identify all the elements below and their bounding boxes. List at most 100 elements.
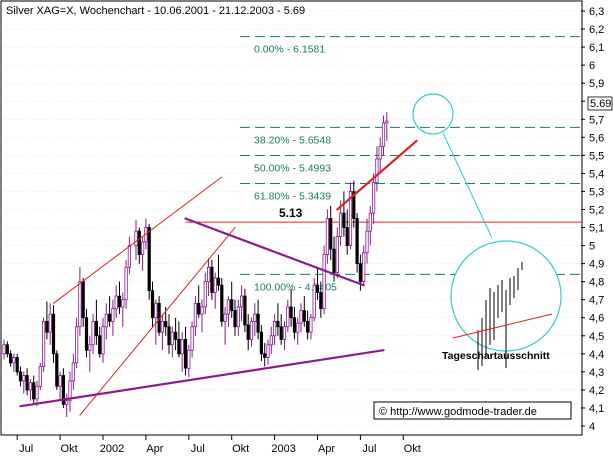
daily-inset — [450, 240, 562, 370]
candle-body — [55, 353, 59, 387]
candle-body — [32, 382, 36, 400]
candle-body — [233, 310, 237, 328]
candle-body — [150, 290, 155, 319]
candle-body — [101, 326, 105, 355]
fib-layer: 0.00% - 6.1581 38.20% - 5.6548 50.00% - 5.… — [240, 36, 581, 293]
candle-body — [38, 366, 42, 387]
y-tick-label: 4,3 — [589, 367, 604, 379]
x-tick-label: Jul — [19, 443, 33, 455]
trend-layer — [19, 139, 418, 416]
y-tick-label: 4,6 — [589, 313, 604, 325]
x-axis: Jul Okt 2002 Apr Jul Okt 2003 Apr Jul Okt — [16, 435, 421, 455]
candle-body — [236, 306, 240, 328]
candle-body — [173, 331, 178, 340]
y-tick-label: 6,1 — [589, 42, 604, 54]
candle-body — [355, 218, 359, 265]
trend-line-channel-upper — [53, 176, 223, 304]
y-tick-label: 5,2 — [589, 204, 604, 216]
candle-body — [111, 308, 115, 322]
candle-body — [358, 263, 363, 283]
candle-body — [91, 320, 95, 346]
candle-body — [381, 122, 386, 147]
y-tick-label: 5,7 — [589, 114, 604, 126]
trend-line-triangle-upper — [184, 217, 365, 287]
candle-body — [292, 317, 297, 333]
candle-body — [140, 241, 145, 255]
candle-body — [15, 357, 19, 373]
x-tick-label: 2003 — [271, 443, 295, 455]
candle-body — [94, 320, 98, 337]
trend-line-channel-lower — [79, 227, 236, 416]
candle-body — [223, 313, 227, 322]
candle-body — [137, 230, 141, 255]
y-tick-label: 4,5 — [589, 331, 604, 343]
candle-body — [177, 338, 181, 355]
candle-body — [88, 344, 92, 351]
current-price-marker: 5.69 — [587, 96, 613, 111]
candle-body — [276, 320, 280, 328]
y-tick-label: 4,2 — [589, 385, 604, 397]
candle-body — [269, 335, 273, 346]
candle-body — [259, 331, 264, 355]
x-tick-label: Apr — [146, 443, 163, 455]
candle-body — [147, 227, 151, 292]
candle-body — [319, 292, 323, 310]
candle-body — [134, 230, 138, 246]
fib-level-label: 0.00% - 6.1581 — [254, 44, 325, 56]
candle-body — [348, 191, 353, 246]
candle-body — [246, 324, 250, 340]
candle-body — [239, 295, 244, 308]
candle-body — [249, 320, 254, 340]
current-price-box — [587, 96, 613, 111]
candle-body — [220, 284, 224, 322]
candle-body — [58, 375, 62, 387]
candle-body — [230, 299, 234, 311]
candle-body — [216, 277, 221, 286]
candle-body — [329, 218, 333, 250]
candle-body — [78, 281, 82, 328]
candle-body — [362, 252, 366, 283]
candle-body — [309, 317, 313, 333]
y-tick-label: 4 — [589, 421, 595, 433]
candle-body — [325, 218, 330, 255]
chart-title: Silver XAG=X, Wochenchart - 10.06.2001 -… — [6, 5, 305, 17]
candle-body — [108, 313, 112, 322]
candle-body — [213, 277, 217, 293]
candle-body — [266, 344, 270, 358]
candle-body — [84, 317, 89, 351]
y-tick-label: 4,4 — [589, 349, 604, 361]
candle-body — [375, 158, 379, 183]
candle-body — [51, 313, 56, 355]
candle-body — [25, 375, 29, 391]
candle-body — [5, 344, 9, 355]
y-tick-label: 5,3 — [589, 186, 604, 198]
candle-body — [296, 322, 300, 333]
y-tick-label: 6,2 — [589, 24, 604, 36]
copyright-box — [373, 401, 572, 420]
candle-body — [282, 326, 287, 340]
candle-body — [71, 362, 75, 382]
candle-body — [81, 281, 85, 319]
inset-connector-line — [442, 132, 493, 239]
candle-body — [322, 254, 326, 310]
candle-body — [28, 382, 33, 391]
candle-body — [187, 349, 191, 369]
current-price-label: 5.69 — [590, 98, 611, 110]
y-tick-label: 4,1 — [589, 403, 604, 415]
candle-body — [170, 331, 174, 346]
candle-body — [127, 245, 131, 268]
x-tick-label: Jul — [191, 443, 205, 455]
candle-body — [35, 385, 39, 400]
candle-body — [68, 380, 72, 402]
x-tick-label: 2002 — [100, 443, 124, 455]
candle-body — [332, 248, 336, 274]
candle-body — [117, 295, 122, 308]
candle-body — [190, 326, 194, 351]
y-tick-label: 5,6 — [589, 132, 604, 144]
candle-body — [167, 326, 171, 346]
x-tick-label: Apr — [318, 443, 335, 455]
candle-body — [272, 320, 277, 337]
